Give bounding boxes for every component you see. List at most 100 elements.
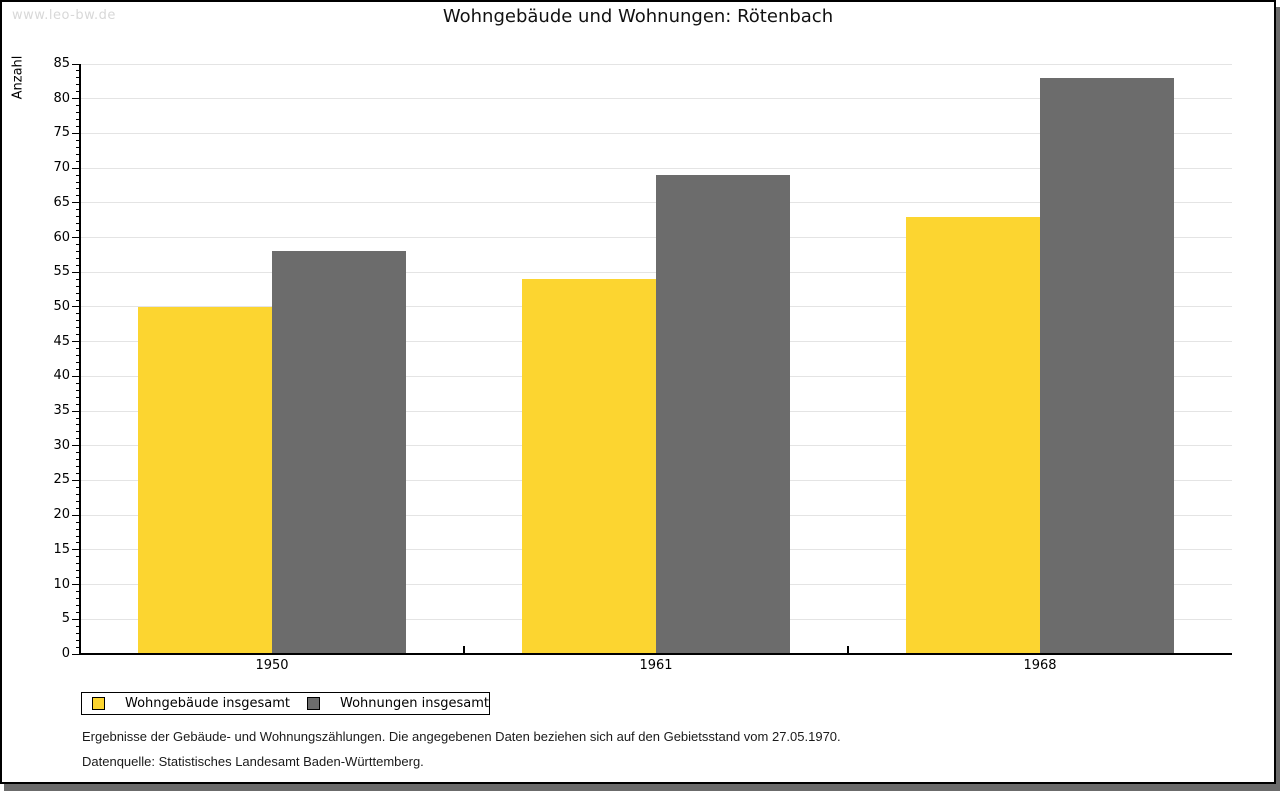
y-axis-tick-label: 70 [53, 160, 70, 176]
gridline [80, 98, 1232, 100]
y-axis-tick [76, 153, 80, 155]
y-axis-tick [76, 417, 80, 419]
y-axis-tick [76, 493, 80, 495]
y-axis-tick [76, 313, 80, 315]
y-axis-tick [76, 521, 80, 523]
y-axis-tick [76, 264, 80, 266]
y-axis-tick [72, 237, 80, 239]
y-axis-tick [76, 230, 80, 232]
y-axis-tick [76, 243, 80, 245]
y-axis-tick [72, 479, 80, 481]
y-axis-tick-label: 10 [53, 576, 70, 592]
y-axis-tick [72, 445, 80, 447]
gridline [80, 63, 1232, 65]
bar-series-0-1968 [906, 216, 1040, 654]
y-axis-tick [76, 355, 80, 357]
y-axis-tick [72, 132, 80, 134]
legend-label-wohngebaeude: Wohngebäude insgesamt [125, 696, 290, 711]
y-axis-tick-label: 60 [53, 229, 70, 245]
x-axis-boundary-tick [463, 646, 465, 654]
y-axis-tick [76, 84, 80, 86]
y-axis-tick [76, 625, 80, 627]
y-axis-tick [72, 167, 80, 169]
y-axis-tick [76, 139, 80, 141]
y-axis-tick-label: 15 [53, 541, 70, 557]
bar-series-1-1968 [1040, 77, 1174, 654]
y-axis-tick [76, 577, 80, 579]
y-axis-tick [76, 591, 80, 593]
plot-area: 0 5 10 15 20 25 30 35 40 45 50 55 60 65 70 75 80 85 1950 19… [2, 2, 1274, 782]
y-axis-tick [76, 292, 80, 294]
y-axis-line [79, 64, 81, 655]
y-axis-tick [76, 597, 80, 599]
y-axis-tick [76, 431, 80, 433]
footnote-line-1: Ergebnisse der Gebäude- und Wohnungszähl… [82, 729, 841, 744]
y-axis-tick [76, 632, 80, 634]
y-axis-tick [72, 410, 80, 412]
y-axis-tick-label: 50 [53, 298, 70, 314]
y-axis-tick [76, 611, 80, 613]
y-axis-tick [76, 604, 80, 606]
footnote-line-2: Datenquelle: Statistisches Landesamt Bad… [82, 754, 424, 769]
y-axis-tick [72, 341, 80, 343]
y-axis-tick [76, 119, 80, 121]
y-axis-tick-label: 85 [53, 56, 70, 71]
gridline [80, 132, 1232, 134]
y-axis-tick [76, 507, 80, 509]
watermark: www.leo-bw.de [12, 8, 116, 23]
y-axis-tick [76, 466, 80, 468]
y-axis-tick-label: 40 [53, 368, 70, 384]
y-axis-tick [76, 195, 80, 197]
legend-label-wohnungen: Wohnungen insgesamt [340, 696, 489, 711]
legend-swatch-wohngebaeude [92, 697, 105, 710]
legend-swatch-wohnungen [307, 697, 320, 710]
y-axis-tick [72, 653, 80, 655]
bar-series-1-1950 [272, 251, 406, 654]
y-axis-tick-label: 5 [61, 611, 70, 627]
y-axis-tick [76, 361, 80, 363]
gridline [80, 167, 1232, 169]
y-axis-tick [76, 646, 80, 648]
y-axis-tick-label: 75 [53, 125, 70, 141]
y-axis-tick [72, 271, 80, 273]
y-axis-tick [76, 216, 80, 218]
x-axis-label: 1968 [1023, 658, 1057, 673]
y-axis-tick [72, 202, 80, 204]
y-axis-tick [76, 556, 80, 558]
y-axis-tick [76, 403, 80, 405]
y-axis-tick [76, 535, 80, 537]
y-axis-tick [72, 514, 80, 516]
x-axis-label: 1961 [639, 658, 673, 673]
y-axis-tick [76, 438, 80, 440]
y-axis-tick-label: 35 [53, 403, 70, 419]
y-axis-tick [72, 618, 80, 620]
y-axis-tick [76, 77, 80, 79]
y-axis-tick [76, 125, 80, 127]
y-axis-tick-label: 0 [61, 646, 70, 661]
legend: Wohngebäude insgesamt Wohnungen insgesam… [81, 692, 490, 715]
y-axis-tick-label: 45 [53, 333, 70, 349]
y-axis-tick [76, 160, 80, 162]
y-axis-tick [76, 368, 80, 370]
y-axis-tick [76, 257, 80, 259]
y-axis-tick [72, 549, 80, 551]
x-axis-boundary-tick [847, 646, 849, 654]
y-axis-tick [76, 188, 80, 190]
y-axis-tick [76, 452, 80, 454]
y-axis-tick-label: 55 [53, 264, 70, 280]
y-axis-tick [76, 563, 80, 565]
y-axis-tick [76, 112, 80, 114]
y-axis-tick [76, 70, 80, 72]
y-axis-tick [76, 639, 80, 641]
y-axis-tick-label: 20 [53, 507, 70, 523]
y-axis-tick [76, 146, 80, 148]
y-axis-tick [76, 459, 80, 461]
y-axis-tick [76, 473, 80, 475]
y-axis-tick-label: 25 [53, 472, 70, 488]
y-axis-tick [72, 63, 80, 65]
y-axis-tick [76, 299, 80, 301]
y-axis-tick [76, 105, 80, 107]
y-axis-tick [76, 570, 80, 572]
y-axis-tick [76, 396, 80, 398]
y-axis-tick [76, 542, 80, 544]
